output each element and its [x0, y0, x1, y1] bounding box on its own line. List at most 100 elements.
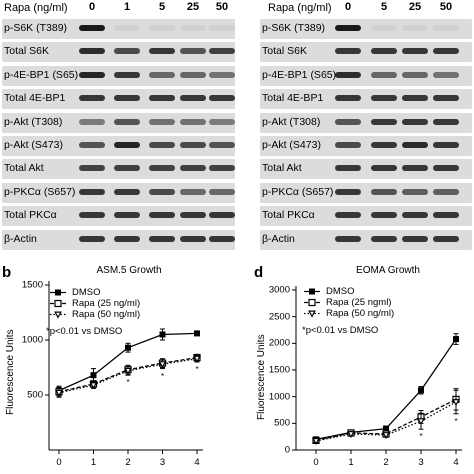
significance-star: * — [160, 371, 165, 381]
x-tick-label: 3 — [418, 457, 424, 468]
legend-symbol — [54, 311, 62, 319]
blot-band — [433, 188, 459, 195]
dose-label: 1 — [123, 1, 131, 13]
chart-panel-asm5-growth: b ASM.5 Growth Fluorescence Units DMSO R… — [0, 255, 237, 474]
x-tick-label: 4 — [453, 457, 459, 468]
blot-band — [433, 235, 459, 242]
data-point — [417, 418, 425, 426]
blot-band — [209, 235, 235, 242]
chart-panel-eoma-growth: d EOMA Growth Fluorescence Units DMSO Ra… — [240, 255, 474, 474]
blot-row: p-S6K (T389) — [240, 18, 474, 40]
blot-row-label: Total Akt — [262, 162, 302, 175]
blot-row: p-PKCα (S657) — [240, 182, 474, 204]
blot-row-label: p-S6K (T389) — [4, 22, 68, 34]
y-tick-label: 500 — [27, 389, 43, 401]
blot-band — [335, 48, 361, 55]
blot-band — [114, 95, 140, 102]
legend-symbol — [55, 289, 61, 296]
blot-band — [402, 235, 428, 242]
blot-band — [209, 212, 235, 219]
blot-band — [149, 95, 175, 102]
legend-symbol — [308, 310, 316, 318]
blot-row: Total S6K — [240, 41, 474, 63]
significance-note: *p<0.01 vs DMSO — [46, 326, 123, 337]
dose-label: 0 — [88, 1, 96, 13]
blot-strip — [260, 229, 472, 250]
blot-row-label: p-S6K (T389) — [262, 22, 326, 34]
blot-row: p-Akt (S473) — [0, 135, 237, 157]
legend-marker — [309, 288, 315, 295]
blot-band — [149, 235, 175, 242]
blot-band — [209, 25, 235, 31]
dose-header: Rapa (ng/ml) 0 5 25 50 — [240, 0, 474, 17]
dose-label: 50 — [439, 1, 453, 13]
blot-band — [335, 235, 361, 242]
series-2 — [55, 354, 201, 398]
data-point — [159, 331, 166, 338]
blot-row: p-S6K (T389) — [0, 18, 237, 40]
significance-star: * — [419, 432, 423, 442]
blot-band — [371, 142, 397, 148]
dose-label: 5 — [158, 1, 166, 13]
legend-entry: Rapa (25 ngml) — [304, 297, 391, 308]
blot-band — [149, 188, 175, 195]
blot-row-label: Total PKCα — [4, 209, 57, 222]
chart-title: EOMA Growth — [356, 265, 420, 276]
blot-band — [209, 142, 235, 148]
blot-band — [433, 118, 459, 125]
blot-band — [335, 25, 361, 31]
blot-band — [371, 71, 397, 78]
blot-band — [79, 165, 105, 172]
blot-row-label: β-Actin — [4, 232, 37, 245]
blot-row-label: Total S6K — [262, 45, 307, 58]
blot-band — [209, 118, 235, 125]
blot-band — [180, 71, 206, 78]
blot-band — [149, 165, 175, 172]
blot-band — [335, 95, 361, 102]
blot-band — [371, 212, 397, 219]
blot-row-label: p-4E-BP1 (S65) — [4, 68, 79, 81]
blot-row: Total 4E-BP1 — [240, 88, 474, 110]
legend-marker — [55, 289, 61, 296]
y-tick-label: 3000 — [268, 284, 290, 296]
blot-row-label: p-PKCα (S657) — [4, 185, 76, 198]
y-tick-label: 1000 — [268, 391, 290, 403]
blot-row: p-PKCα (S657) — [0, 182, 237, 204]
blot-band — [402, 118, 428, 125]
rapa-dose-header-label: Rapa (ng/ml) — [4, 2, 68, 14]
blot-band — [114, 212, 140, 219]
blot-strip — [260, 42, 472, 63]
data-point — [158, 361, 167, 369]
blot-band — [149, 118, 175, 125]
dose-label: 25 — [408, 1, 422, 13]
blot-row: β-Actin — [240, 229, 474, 251]
y-tick-label: 1000 — [21, 334, 43, 346]
blot-row: p-Akt (S473) — [240, 135, 474, 157]
data-point — [194, 330, 200, 337]
blot-band — [114, 48, 140, 55]
panel-letter: b — [2, 264, 12, 281]
blot-band — [433, 142, 459, 148]
blot-row: Total S6K — [0, 41, 237, 63]
data-point — [89, 382, 98, 390]
blot-row: p-4E-BP1 (S65) — [240, 65, 474, 87]
legend-label: Rapa (25 ng/ml) — [72, 298, 141, 309]
blot-band — [180, 235, 206, 242]
blot-band — [79, 48, 105, 55]
legend-label: Rapa (50 ng/ml) — [326, 308, 395, 319]
blot-band — [402, 165, 428, 172]
x-tick-label: 3 — [159, 457, 166, 468]
line-chart — [292, 286, 462, 454]
data-point — [193, 355, 201, 363]
blot-band — [433, 71, 459, 78]
blot-band — [402, 48, 428, 55]
blot-band — [180, 25, 206, 31]
y-tick-label: 0 — [284, 444, 290, 456]
blot-band — [79, 95, 105, 102]
blot-row-label: p-PKCα (S657) — [262, 185, 334, 198]
blot-strip — [260, 112, 472, 133]
blot-band — [149, 142, 175, 148]
legend-label: DMSO — [326, 286, 355, 297]
legend-label: Rapa (50 ng/ml) — [72, 309, 141, 320]
y-tick-label: 2500 — [268, 311, 290, 323]
